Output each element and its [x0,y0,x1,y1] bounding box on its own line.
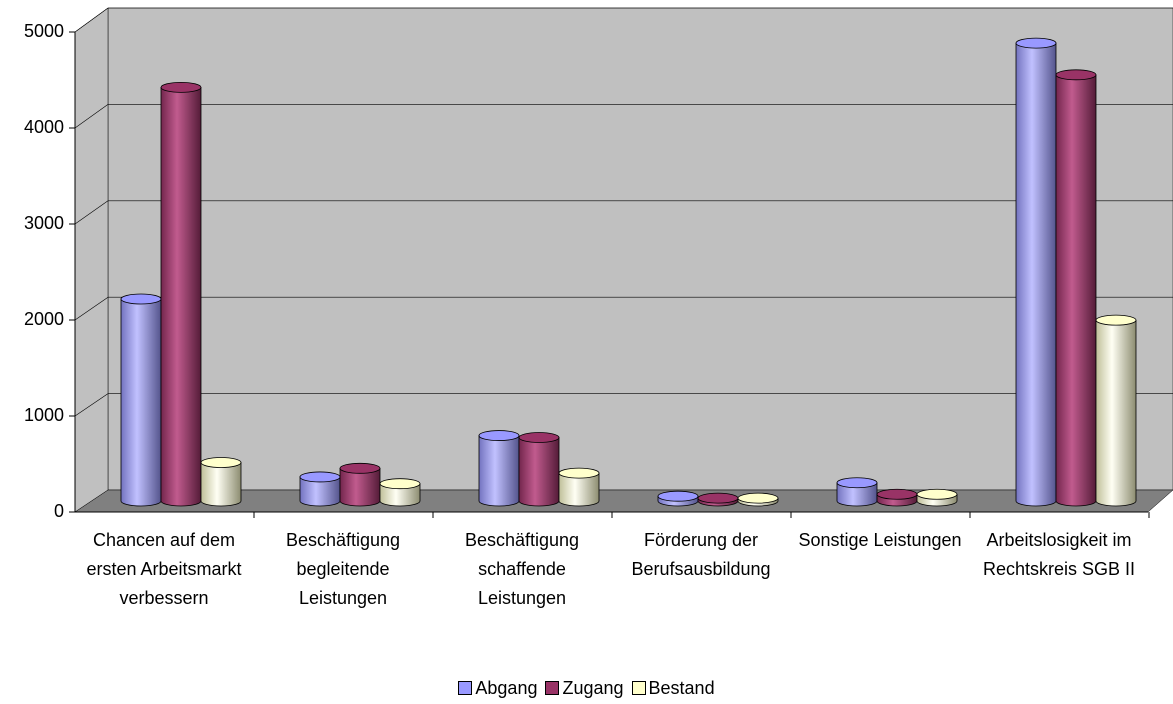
grid-line [74,7,109,33]
bar [836,477,878,507]
y-tick-label: 0 [54,501,64,521]
bar-top [339,462,381,474]
back-wall [107,7,1173,491]
bar-body [339,467,381,507]
bar-body [200,462,242,507]
x-tick-label: Beschäftigung schaffende Leistungen [464,530,580,608]
bar-top [558,467,600,479]
grid-line [74,393,109,417]
bar-body [478,435,520,507]
legend-label: Abgang [475,678,538,698]
bar [876,488,918,507]
grid-line [74,104,109,129]
bar-body [558,472,600,507]
side-wall [74,7,109,513]
x-tick-label: Arbeitslosigkeit im Rechtskreis SGB II [982,530,1136,579]
bar-body [1095,319,1137,507]
bar-body [1055,74,1097,507]
bar-top [1015,37,1057,49]
legend-swatch [458,681,473,695]
grid-line [74,296,109,321]
bar [299,471,341,507]
bar-top [697,492,739,504]
bar-top [478,430,520,441]
bar [737,492,779,507]
bar-top [657,490,699,502]
legend-label: Bestand [648,678,715,698]
legend-item: Abgang [458,678,537,699]
bar-top [1095,314,1137,326]
bar [558,467,600,507]
y-tick-label: 1000 [24,405,64,425]
bar [916,488,958,507]
bar-top [916,488,958,500]
bar-body [518,437,560,507]
bar [379,478,421,507]
bar-top [379,478,421,490]
bar [339,462,381,507]
bar-body [120,298,162,507]
bar [1015,37,1057,507]
legend-item: Zugang [545,678,624,699]
bar-top [1055,69,1097,81]
bar-top [160,81,202,93]
bar [160,81,202,507]
bar-top [200,457,242,468]
bar-top [836,477,878,489]
legend-swatch [631,681,646,695]
y-tick-label: 5000 [24,21,64,41]
bar-body [379,483,421,507]
y-tick-label: 4000 [24,117,64,137]
bar-body [1015,42,1057,507]
legend-swatch [545,681,560,695]
bar [518,432,560,507]
bar [657,490,699,507]
x-tick-label: Förderung der Berufsausbildung [631,530,771,579]
bar [200,457,242,507]
bar-top [876,488,918,500]
bar-top [120,293,162,305]
bar-top [518,432,560,443]
legend-item: Bestand [631,678,715,699]
bar [478,430,520,507]
bar-top [299,471,341,483]
grid-line [74,200,109,225]
legend-label: Zugang [562,678,624,698]
y-tick-label: 2000 [24,309,64,329]
bar-body [160,86,202,507]
x-tick-label: Beschäftigung begleitende Leistungen [285,530,401,608]
bar [120,293,162,507]
legend: Abgang Zugang Bestand [0,678,1173,699]
x-tick-label: Chancen auf dem ersten Arbeitsmarkt verb… [86,530,242,608]
bar [697,492,739,507]
x-tick-label: Sonstige Leistungen [798,530,962,550]
bar [1095,314,1137,507]
y-tick-label: 3000 [24,213,64,233]
bar-top [737,492,779,504]
bar [1055,69,1097,507]
